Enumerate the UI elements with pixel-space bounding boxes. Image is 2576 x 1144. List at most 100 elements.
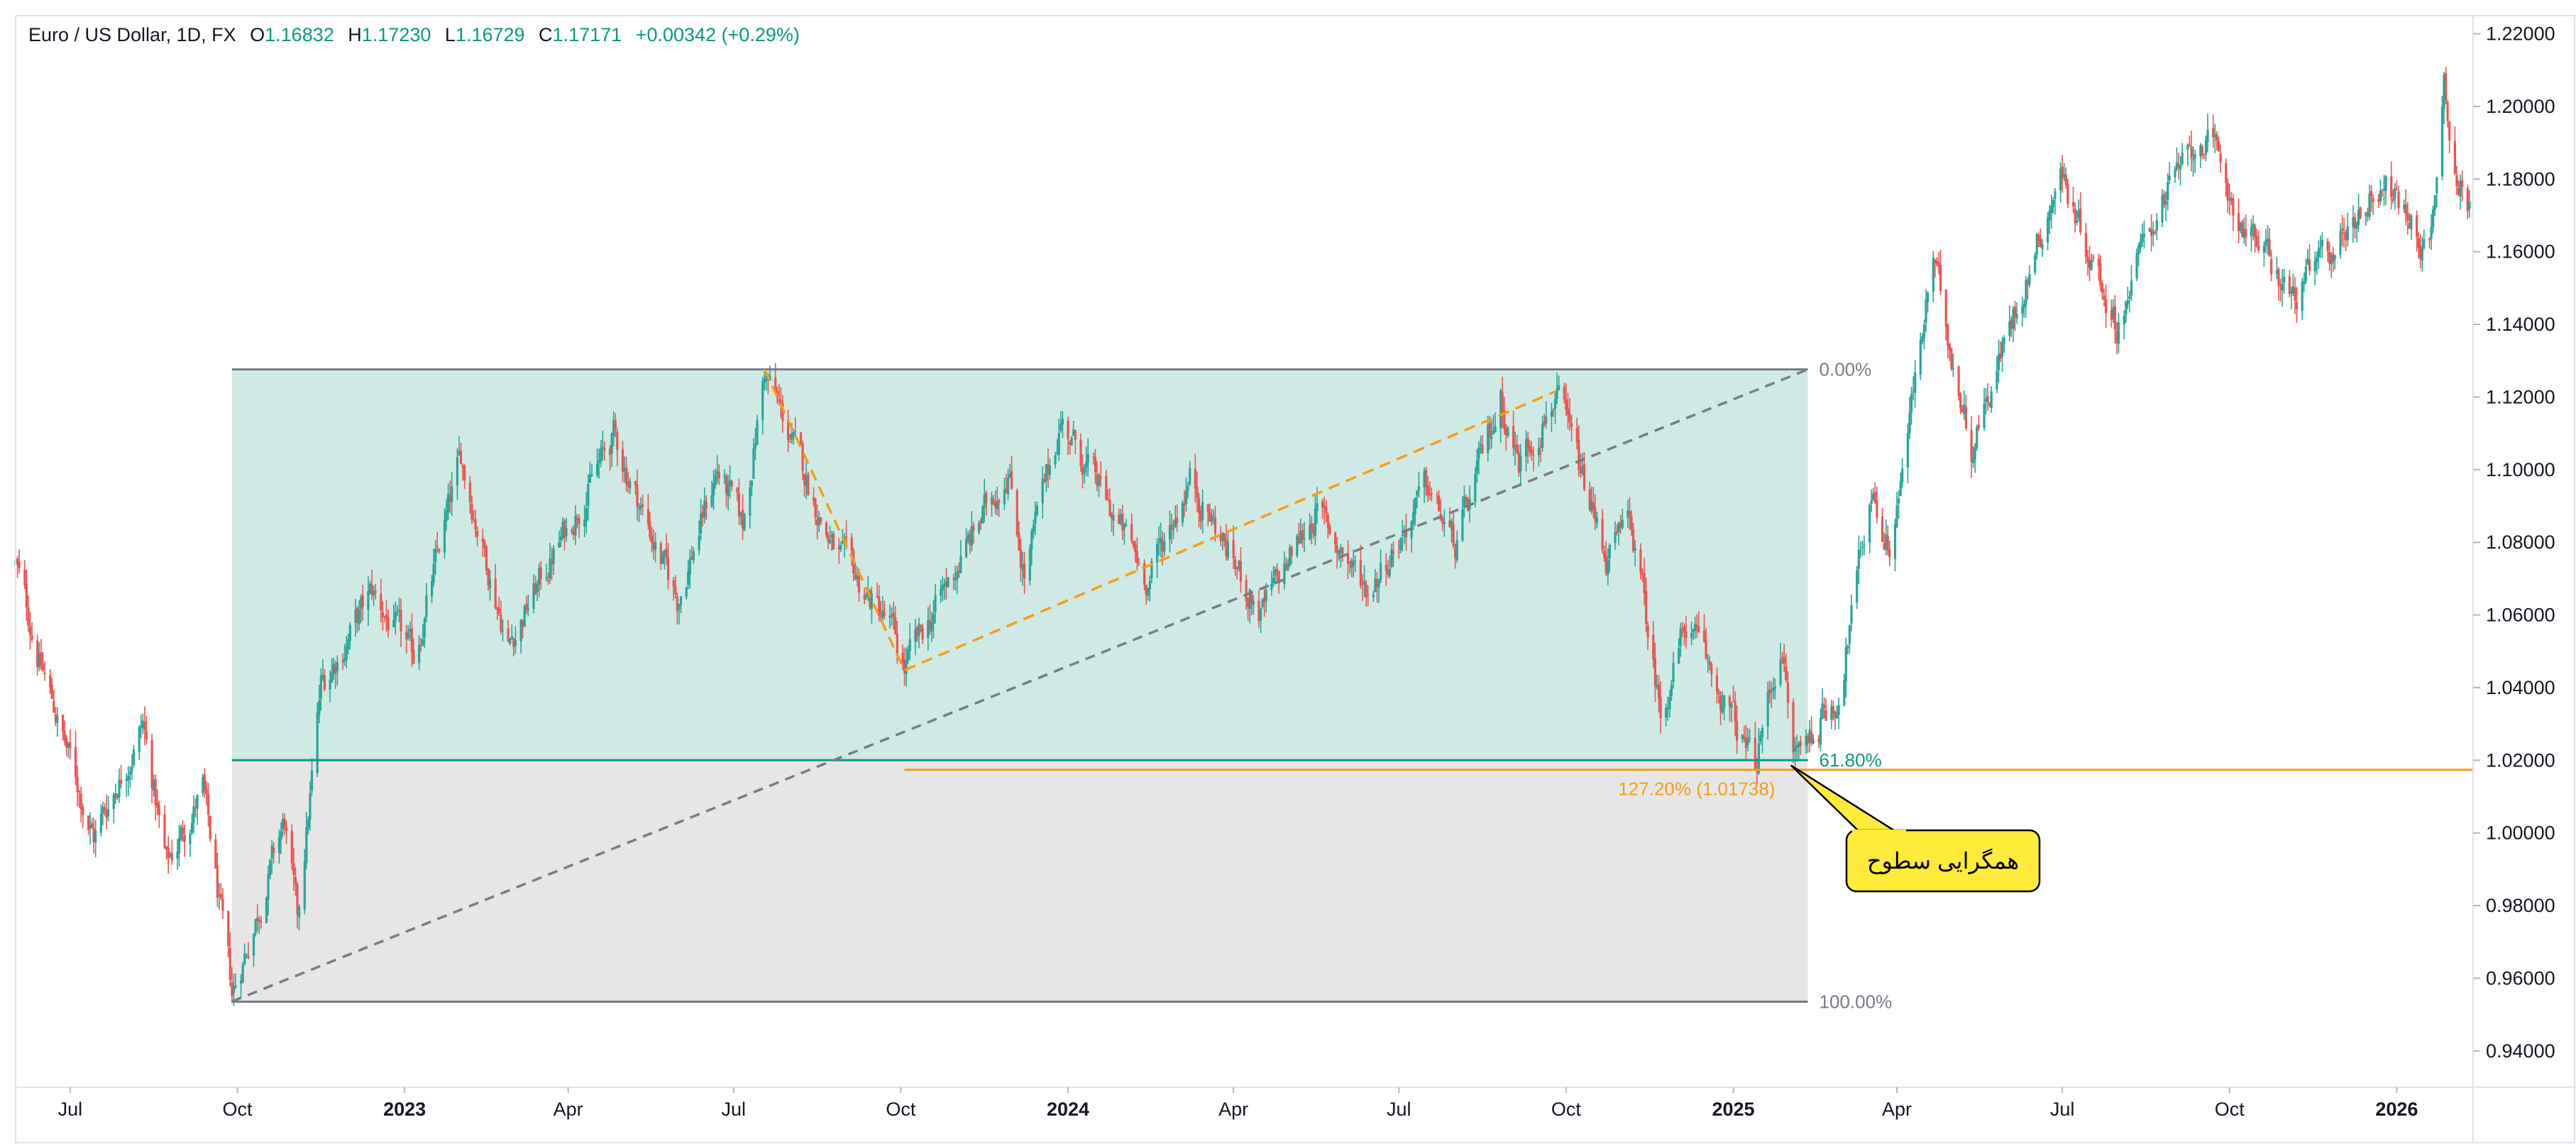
candle-body (750, 480, 753, 487)
candle-body (2161, 195, 2164, 223)
candle-body (1766, 691, 1769, 727)
candle-body (180, 827, 182, 840)
candle-body (1581, 466, 1584, 474)
candle-body (1846, 646, 1849, 648)
candle-body (87, 815, 90, 830)
candle-body (91, 823, 94, 829)
high-value: 1.17230 (361, 24, 431, 45)
candle-body (229, 947, 231, 980)
candle-body (2219, 153, 2222, 163)
candle-body (678, 604, 681, 610)
candle-body (1590, 501, 1593, 512)
candle-body (1754, 737, 1756, 771)
candle-body (1517, 452, 1520, 473)
candle-body (2250, 227, 2253, 236)
candle-body (1707, 659, 1710, 661)
candle-body (1914, 372, 1917, 393)
candle-body (820, 517, 822, 522)
candle-body (915, 627, 918, 637)
candle-body (1679, 628, 1682, 647)
candle-body (456, 456, 458, 486)
candle-body (1999, 353, 2002, 359)
candle-body (497, 608, 500, 614)
candle-body (62, 715, 65, 732)
fib-label-0: 0.00% (1820, 358, 1872, 380)
candle-body (432, 563, 435, 583)
candle-body (1539, 446, 1542, 448)
candle-body (559, 537, 562, 541)
candle-body (561, 522, 564, 538)
candle-body (1694, 624, 1697, 632)
candle-body (1365, 583, 1367, 598)
candle-body (1881, 516, 1884, 542)
candle-body (1232, 539, 1235, 559)
candle-body (1454, 548, 1457, 558)
candle-body (1895, 505, 1898, 527)
candle-body (1492, 430, 1495, 435)
candle-body (1006, 478, 1010, 495)
candle-body (2028, 274, 2031, 285)
candle-body (500, 614, 502, 632)
candle-body (49, 675, 52, 688)
candle-body (2188, 144, 2191, 146)
candle-body (267, 874, 270, 901)
candle-body (977, 523, 981, 533)
candle-body (903, 660, 906, 673)
candle-body (281, 819, 285, 830)
candle-body (1501, 392, 1504, 412)
candle-body (2328, 252, 2331, 264)
candle-body (494, 578, 497, 608)
candle-body (1023, 563, 1026, 579)
candle-body (1568, 414, 1571, 422)
candle-body (2433, 195, 2436, 210)
candle-body (1857, 549, 1860, 569)
candle-body (983, 495, 986, 508)
candle-body (2435, 177, 2438, 194)
x-tick-label: Apr (1882, 1099, 1912, 1120)
candle-body (1234, 559, 1237, 570)
candle-body (2110, 310, 2113, 320)
candle-body (954, 578, 957, 581)
candle-body (1863, 544, 1866, 545)
candle-body (2343, 232, 2345, 234)
candle-body (488, 579, 492, 588)
candle-body (2353, 217, 2357, 229)
candle-body (2054, 191, 2057, 199)
candle-body (2294, 287, 2296, 302)
y-tick-label: 1.02000 (2486, 749, 2555, 771)
candle-body (501, 630, 505, 632)
candle-body (468, 482, 471, 502)
candle-body (2270, 258, 2273, 275)
candle-body (1721, 707, 1724, 713)
candle-body (1563, 387, 1565, 400)
candle-body (1041, 478, 1044, 504)
candle-body (805, 475, 808, 487)
x-tick-label: Jul (58, 1099, 83, 1120)
candle-body (2217, 141, 2220, 152)
candle-body (1257, 600, 1260, 622)
candle-body (2216, 133, 2218, 141)
candle-body (2001, 341, 2004, 357)
fib-zones (231, 369, 1808, 1002)
candle-body (1997, 354, 2000, 370)
callout[interactable]: همگرایی سطوح (1790, 764, 2041, 893)
candle-body (1436, 495, 1438, 497)
callout-text: همگرایی سطوح (1867, 848, 2019, 874)
candle-body (1519, 456, 1522, 471)
candle-body (54, 714, 57, 723)
candle-body (921, 627, 924, 640)
candle-body (2466, 188, 2469, 211)
candle-body (476, 531, 479, 537)
candle-body (145, 730, 148, 740)
candle-body (1321, 501, 1324, 508)
candle-body (458, 451, 461, 456)
candle-body (642, 504, 644, 507)
candle-body (1083, 467, 1086, 473)
candle-body (354, 609, 357, 623)
candle-body (2239, 223, 2242, 231)
candle-body (2304, 266, 2307, 281)
candle-body (1621, 519, 1624, 528)
candle-body (2277, 269, 2280, 286)
candle-body (63, 731, 66, 741)
